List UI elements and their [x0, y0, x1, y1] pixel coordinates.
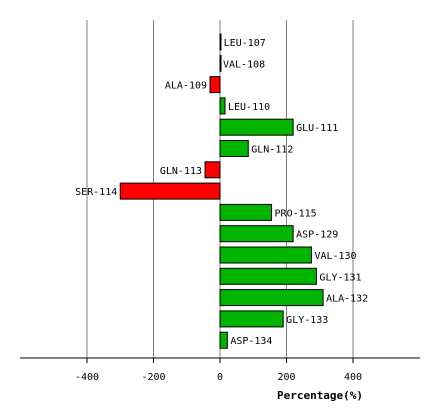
bar-label: SER-114: [75, 187, 117, 198]
bar: [219, 118, 294, 136]
bar: [219, 140, 249, 157]
bar: [219, 310, 284, 328]
bar-label: GLY-131: [319, 272, 361, 283]
bar-label: GLY-133: [286, 315, 328, 326]
bar: [219, 225, 294, 243]
bar: [219, 331, 228, 349]
x-axis-title: Percentage(%): [277, 389, 363, 402]
bar-label: ALA-132: [326, 294, 368, 305]
bar: [209, 76, 221, 94]
x-tick-label: -200: [141, 372, 165, 383]
x-tick-label: 0: [217, 372, 223, 383]
bar: [219, 203, 273, 221]
bar: [219, 246, 312, 264]
bars: [119, 33, 324, 349]
bar-label: VAL-108: [223, 59, 265, 70]
bar: [119, 182, 221, 200]
x-ticks: -400 -200 0 200 400: [75, 358, 362, 383]
x-tick-label: -400: [75, 372, 99, 383]
bar: [204, 161, 221, 179]
bar-label: ALA-109: [165, 81, 207, 92]
bar-label: PRO-115: [275, 208, 317, 219]
bar-label: VAL-130: [314, 251, 356, 262]
bar: [219, 289, 324, 307]
x-tick-label: 200: [277, 372, 295, 383]
bar: [219, 54, 222, 72]
bar-label: LEU-110: [228, 102, 270, 113]
bar: [219, 97, 226, 115]
bar-label: GLN-112: [251, 145, 293, 156]
bar: [219, 33, 222, 51]
bar-label: GLU-111: [296, 123, 338, 134]
x-tick-label: 400: [344, 372, 362, 383]
bar-label: LEU-107: [224, 38, 266, 49]
bar-label: ASP-129: [296, 230, 338, 241]
bar-label: GLN-113: [160, 166, 202, 177]
bar-labels: LEU-107VAL-108ALA-109LEU-110GLU-111GLN-1…: [75, 38, 368, 347]
bar-label: ASP-134: [230, 336, 272, 347]
bar: [219, 267, 317, 285]
